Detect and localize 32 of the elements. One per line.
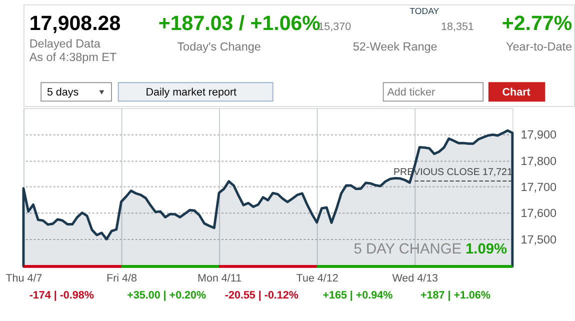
text: Chart (502, 86, 531, 98)
annotation: 1.09% (465, 242, 508, 258)
text: 5 days (46, 86, 79, 98)
text: 15,370 (318, 20, 352, 33)
y-tick-label: 17,700 (520, 180, 558, 194)
text: Add ticker (387, 86, 436, 98)
y-tick-label: 17,500 (520, 233, 558, 246)
text: 52-Week Range (352, 40, 438, 54)
text: TODAY (410, 6, 440, 16)
text: Today's Change (177, 40, 261, 54)
text: +2.77% (502, 12, 572, 35)
text: +35.00 | +0.20% (127, 290, 206, 302)
y-tick-label: 17,900 (520, 128, 558, 142)
annotation: 5 DAY CHANGE (354, 242, 462, 258)
text: +165 | +0.94% (322, 290, 394, 302)
y-tick-label: 17,600 (520, 207, 558, 220)
text: As of 4:38pm ET (29, 51, 117, 64)
text: -174 | -0.98% (29, 290, 94, 302)
text: +187 | +1.06% (420, 290, 491, 302)
x-tick-label: Thu 4/7 (6, 272, 42, 285)
x-tick-label: Tue 4/12 (296, 272, 338, 285)
x-tick-label: Mon 4/11 (198, 272, 242, 285)
text: -20.55 | -0.12% (224, 290, 299, 302)
x-tick-label: Fri 4/8 (106, 272, 137, 285)
text: Year-to-Date (506, 40, 572, 54)
y-tick-label: 17,800 (520, 154, 558, 168)
text: Daily market report (146, 86, 237, 98)
text: +187.03 / +1.06% (158, 12, 320, 35)
text: Delayed Data (29, 37, 101, 50)
text: 17,908.28 (29, 12, 121, 35)
x-tick-label: Wed 4/13 (392, 272, 438, 285)
text: 18,351 (441, 20, 474, 33)
